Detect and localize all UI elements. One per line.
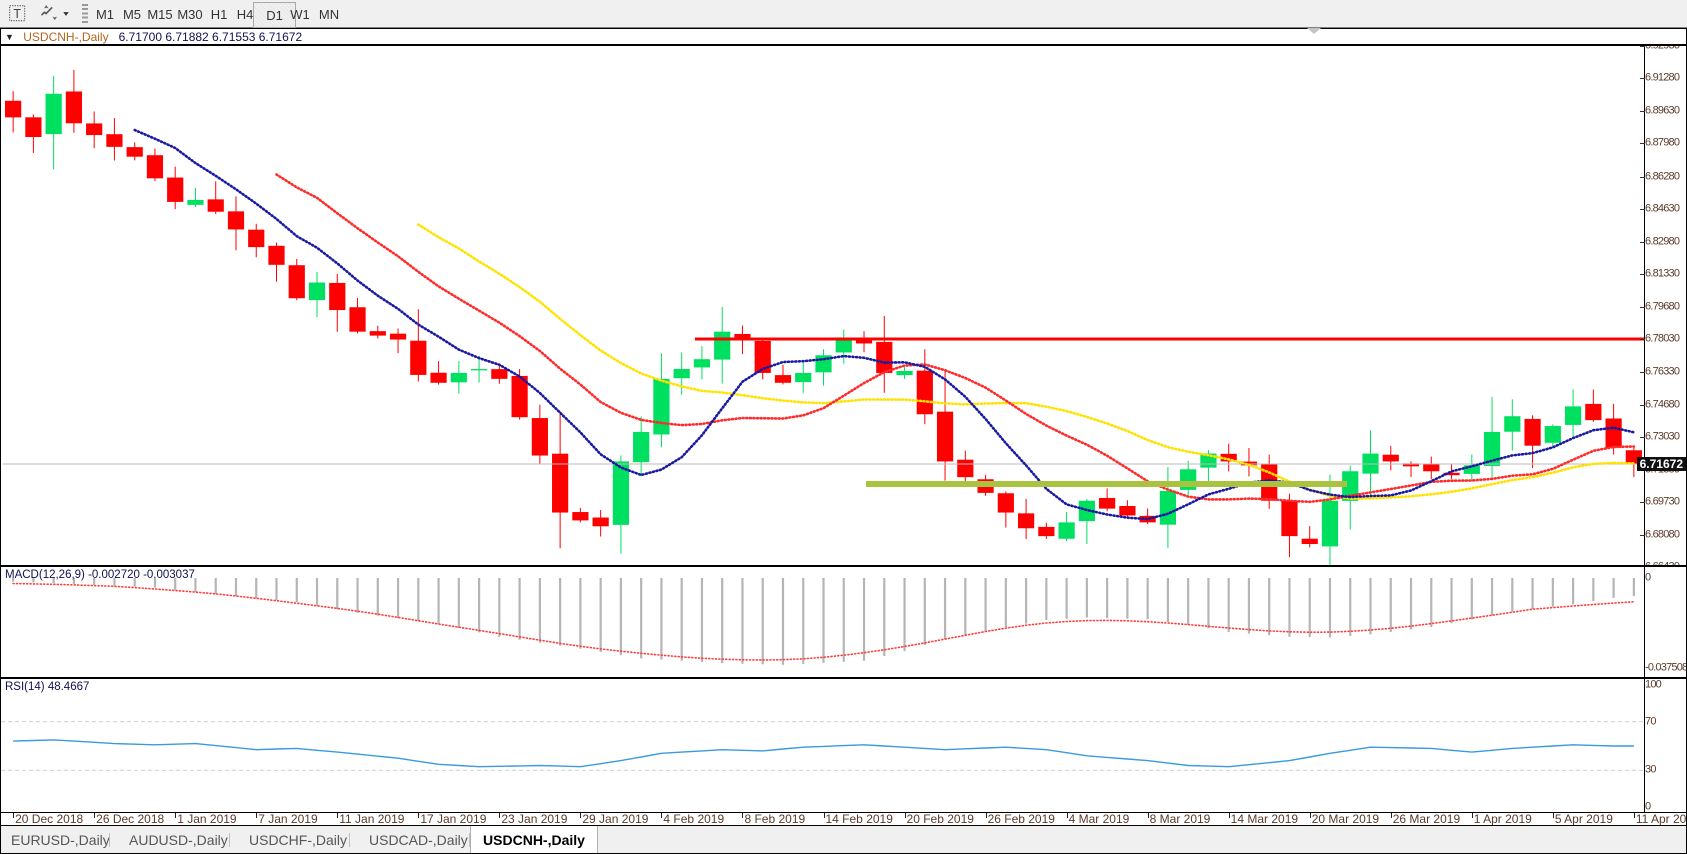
svg-text:T: T	[13, 7, 21, 21]
